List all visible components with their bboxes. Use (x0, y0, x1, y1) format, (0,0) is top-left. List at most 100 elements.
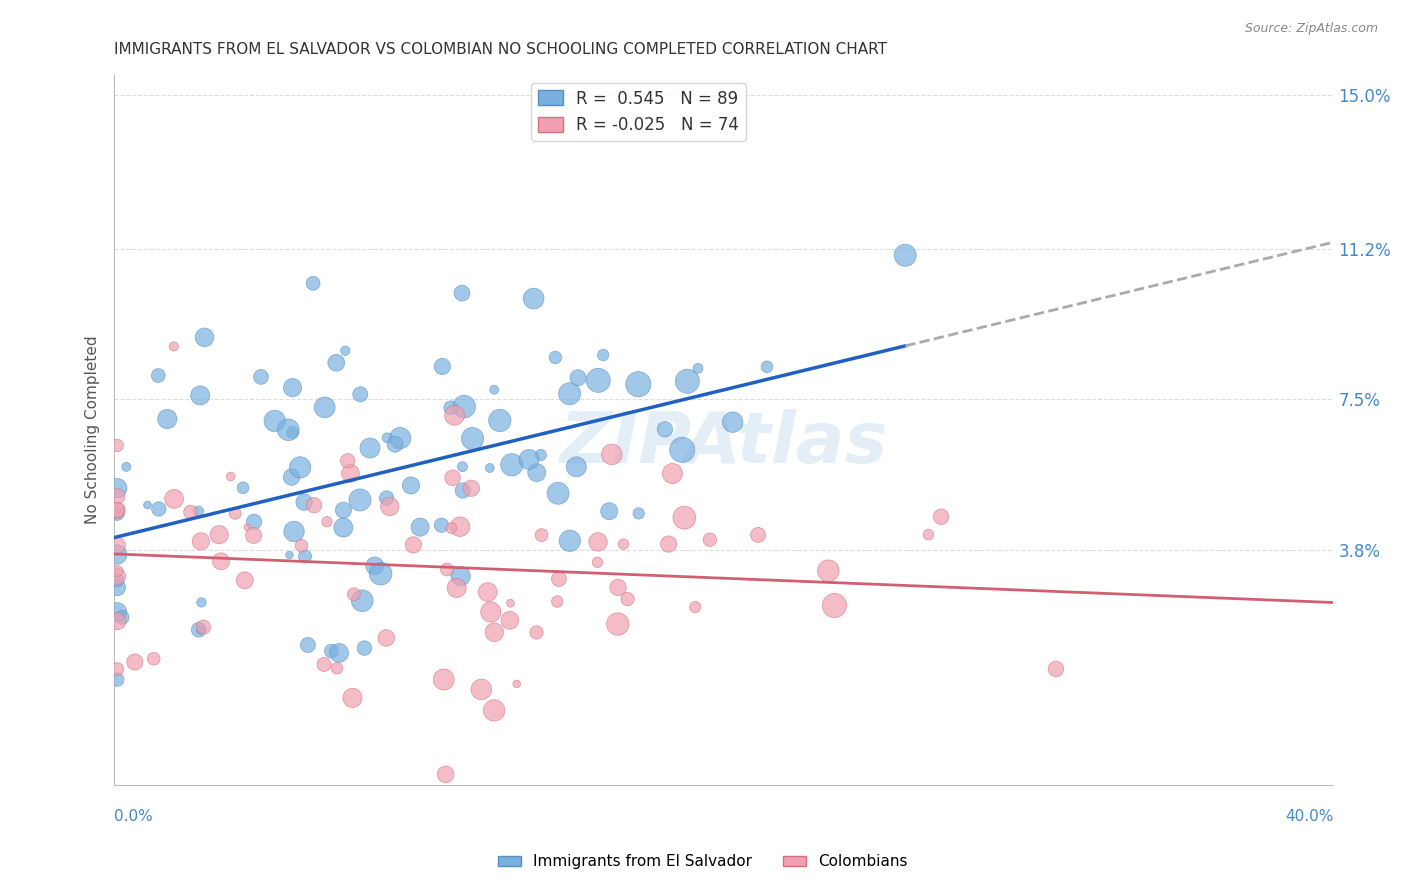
Point (375, 431, 398, 445)
Point (105, 605, 128, 619)
Point (530, 448, 553, 462)
Point (278, 548, 301, 562)
Point (243, 515, 266, 529)
Point (477, 585, 499, 599)
Point (482, 703, 505, 717)
Point (190, 595, 212, 609)
Point (292, 495, 315, 509)
Point (105, 614, 128, 628)
Text: 0.0%: 0.0% (114, 809, 153, 824)
Point (929, 509, 952, 524)
Point (105, 481, 128, 495)
Point (530, 528, 553, 542)
Point (208, 527, 231, 541)
Point (558, 533, 581, 548)
Point (450, 569, 472, 583)
Point (654, 422, 676, 436)
Point (321, 644, 343, 658)
Point (302, 277, 325, 291)
Point (430, 518, 453, 533)
Point (436, 562, 458, 576)
Point (224, 506, 246, 520)
Point (676, 374, 699, 388)
Point (378, 500, 401, 514)
Point (441, 471, 464, 485)
Point (328, 646, 350, 660)
Point (558, 386, 581, 401)
Point (658, 537, 681, 551)
Point (236, 520, 259, 534)
Point (451, 459, 474, 474)
Point (332, 520, 354, 534)
Point (546, 594, 568, 608)
Point (461, 432, 484, 446)
Point (156, 412, 179, 426)
Legend: Immigrants from El Salvador, Colombians: Immigrants from El Salvador, Colombians (492, 848, 914, 875)
Point (460, 481, 482, 495)
Point (148, 368, 170, 383)
Point (375, 631, 398, 645)
Point (409, 520, 432, 534)
Point (616, 592, 638, 607)
Point (105, 548, 128, 562)
Point (105, 564, 128, 578)
Point (288, 460, 311, 475)
Point (342, 690, 364, 705)
Point (263, 414, 285, 428)
Point (402, 538, 425, 552)
Point (359, 441, 381, 455)
Point (600, 447, 623, 461)
Point (232, 481, 254, 495)
Point (449, 519, 471, 533)
Point (163, 491, 186, 506)
Point (180, 505, 202, 519)
Point (233, 574, 256, 588)
Text: 40.0%: 40.0% (1285, 809, 1333, 824)
Point (499, 613, 522, 627)
Point (281, 381, 304, 395)
Point (277, 423, 299, 437)
Point (517, 452, 540, 467)
Point (375, 491, 398, 505)
Point (440, 401, 463, 415)
Point (105, 569, 128, 583)
Text: IMMIGRANTS FROM EL SALVADOR VS COLOMBIAN NO SCHOOLING COMPLETED CORRELATION CHAR: IMMIGRANTS FROM EL SALVADOR VS COLOMBIAN… (114, 42, 887, 57)
Point (606, 617, 628, 632)
Point (484, 625, 506, 640)
Point (586, 535, 609, 549)
Point (281, 425, 304, 440)
Point (105, 506, 128, 520)
Point (115, 459, 138, 474)
Point (612, 537, 634, 551)
Point (384, 437, 406, 451)
Point (488, 413, 510, 427)
Point (242, 528, 264, 542)
Point (335, 343, 357, 358)
Point (353, 641, 375, 656)
Point (627, 377, 650, 392)
Point (627, 507, 650, 521)
Point (105, 673, 128, 687)
Point (389, 431, 412, 445)
Point (105, 503, 128, 517)
Point (917, 527, 939, 541)
Point (188, 388, 211, 402)
Point (505, 677, 527, 691)
Point (567, 370, 589, 384)
Point (894, 248, 917, 262)
Point (661, 467, 683, 481)
Point (399, 478, 422, 492)
Point (443, 409, 465, 423)
Point (136, 498, 159, 512)
Point (440, 521, 463, 535)
Point (105, 573, 128, 587)
Point (548, 572, 571, 586)
Point (105, 581, 128, 595)
Point (352, 593, 374, 607)
Point (499, 596, 522, 610)
Point (586, 555, 609, 569)
Point (673, 510, 696, 524)
Point (349, 492, 371, 507)
Point (302, 498, 325, 512)
Point (592, 348, 614, 362)
